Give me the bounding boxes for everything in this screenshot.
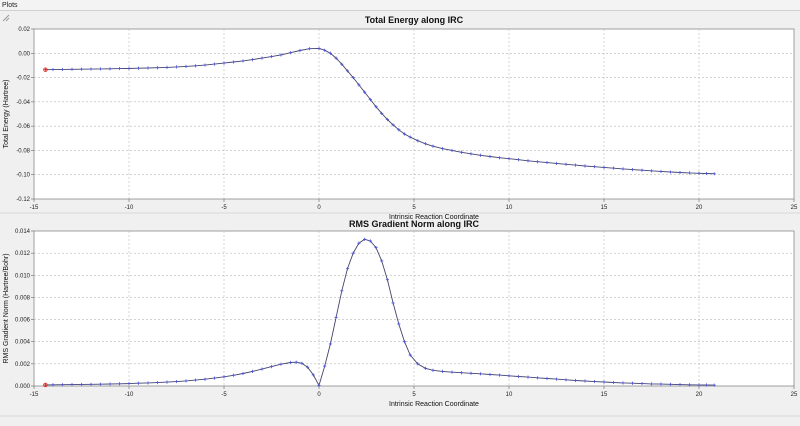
y-tick-label: 0.012 xyxy=(15,251,31,257)
y-tick-label: 0.004 xyxy=(15,340,31,346)
y-tick-label: -0.10 xyxy=(16,173,30,179)
x-tick-label: 0 xyxy=(317,205,321,211)
y-axis-label: Total Energy (Hartree) xyxy=(3,80,10,149)
x-tick-label: 0 xyxy=(317,392,321,398)
x-tick-label: -15 xyxy=(30,392,39,398)
y-tick-label: 0.02 xyxy=(18,27,30,33)
y-tick-label: 0.014 xyxy=(15,229,31,235)
current-point-marker[interactable] xyxy=(43,67,48,72)
x-tick-label: 10 xyxy=(506,205,513,211)
y-tick-label: -0.04 xyxy=(16,100,30,106)
x-tick-label: 15 xyxy=(601,205,608,211)
x-axis-label: Intrinsic Reaction Coordinate xyxy=(389,401,479,408)
y-tick-label: 0.010 xyxy=(15,273,31,279)
plots-area: Total Energy along IRC -15 -10 -5 0 5 10 15 20 25… xyxy=(0,12,800,426)
x-tick-label: 20 xyxy=(696,205,703,211)
x-tick-label: -5 xyxy=(221,392,227,398)
y-tick-label: -0.06 xyxy=(16,124,30,130)
x-tick-label: -15 xyxy=(30,205,39,211)
x-tick-label: 25 xyxy=(791,205,798,211)
y-tick-label: 0.002 xyxy=(15,362,31,368)
x-tick-label: 15 xyxy=(601,392,608,398)
x-tick-label: 5 xyxy=(412,205,416,211)
y-tick-label: 0.000 xyxy=(15,384,31,390)
x-tick-label: 10 xyxy=(506,392,513,398)
current-point-marker[interactable] xyxy=(43,382,48,388)
x-tick-label: -10 xyxy=(125,205,134,211)
x-tick-label: -10 xyxy=(125,392,134,398)
chart-title: Total Energy along IRC xyxy=(365,15,464,25)
y-tick-label: 0.006 xyxy=(15,318,31,324)
x-tick-label: 20 xyxy=(696,392,703,398)
x-axis-label: Intrinsic Reaction Coordinate xyxy=(389,214,479,221)
x-tick-label: -5 xyxy=(221,205,227,211)
chart-title: RMS Gradient Norm along IRC xyxy=(349,219,480,229)
window-title: Plots xyxy=(0,0,800,11)
y-tick-label: -0.02 xyxy=(16,76,30,82)
resize-grip-icon[interactable] xyxy=(0,12,10,22)
x-tick-label: 25 xyxy=(791,392,798,398)
y-tick-label: 0.008 xyxy=(15,295,31,301)
charts-canvas[interactable]: Total Energy along IRC -15 -10 -5 0 5 10 15 20 25… xyxy=(0,12,800,426)
y-tick-label: -0.12 xyxy=(16,197,30,203)
y-tick-label: 0.00 xyxy=(18,51,30,57)
y-tick-label: -0.08 xyxy=(16,148,30,154)
x-tick-label: 5 xyxy=(412,392,416,398)
y-axis-label: RMS Gradient Norm (Hartree/Bohr) xyxy=(3,253,10,363)
